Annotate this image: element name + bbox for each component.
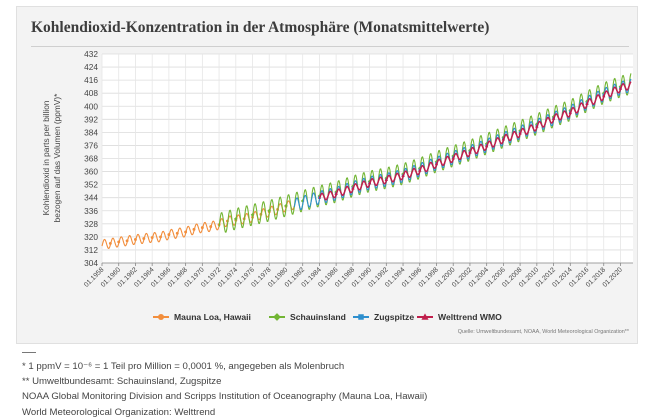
legend-label: Schauinsland (290, 312, 346, 322)
data-point (134, 238, 137, 241)
y-tick-label-336: 336 (84, 206, 98, 216)
y-axis-label-line-2: bezogen auf das Volumen (ppmV)* (52, 93, 62, 222)
data-point (117, 241, 120, 244)
legend-item: Schauinsland (269, 312, 346, 322)
data-point (159, 235, 162, 238)
y-tick-label-344: 344 (84, 193, 98, 203)
diamond-icon (273, 313, 281, 321)
data-point (209, 225, 212, 228)
y-tick-label-376: 376 (84, 140, 98, 150)
footnotes: * 1 ppmV = 10⁻⁶ = 1 Teil pro Million = 0… (22, 352, 632, 420)
footnote-ppmv: * 1 ppmV = 10⁻⁶ = 1 Teil pro Million = 0… (22, 359, 632, 374)
legend-label: Welttrend WMO (438, 312, 502, 322)
data-point (109, 242, 112, 245)
circle-icon (158, 314, 164, 320)
data-point (142, 237, 145, 240)
y-tick-label-424: 424 (84, 62, 98, 72)
y-axis-ticks: 304 312 320 328 336 344 352 360 368 376 384 392 400 4… (84, 49, 98, 268)
legend-label: Mauna Loa, Hawaii (174, 312, 251, 322)
data-point (193, 228, 196, 231)
y-axis-label-line-1: Kohlendioxid in parts per billion (41, 100, 51, 215)
y-tick-label-360: 360 (84, 167, 98, 177)
data-point (176, 232, 179, 235)
y-tick-label-368: 368 (84, 154, 98, 164)
legend-label: Zugspitze (374, 312, 414, 322)
footnote-noaa: NOAA Global Monitoring Division and Scri… (22, 389, 632, 404)
y-tick-label-432: 432 (84, 49, 98, 59)
square-icon (358, 314, 364, 320)
footnote-separator (22, 352, 36, 353)
co2-line-chart: 304 312 320 328 336 344 352 360 368 376 384 392 400 4… (17, 7, 637, 343)
data-point (184, 231, 187, 234)
data-point (151, 236, 154, 239)
y-tick-label-352: 352 (84, 180, 98, 190)
legend-item: Mauna Loa, Hawaii (153, 312, 251, 322)
y-tick-label-384: 384 (84, 127, 98, 137)
legend-item: Welttrend WMO (417, 312, 502, 322)
data-point (167, 233, 170, 236)
y-tick-label-320: 320 (84, 232, 98, 242)
legend-item: Zugspitze (353, 312, 414, 322)
data-point (126, 239, 129, 242)
y-tick-label-312: 312 (84, 245, 98, 255)
footnote-uba: ** Umweltbundesamt: Schauinsland, Zugspi… (22, 374, 632, 389)
y-tick-label-400: 400 (84, 101, 98, 111)
source-note: Quelle: Umweltbundesamt, NOAA, World Met… (458, 329, 630, 335)
legend: Mauna Loa, Hawaii Schauinsland Zugspitze We… (153, 312, 502, 322)
y-tick-label-392: 392 (84, 114, 98, 124)
y-tick-label-328: 328 (84, 219, 98, 229)
chart-card: Kohlendioxid-Konzentration in der Atmosp… (16, 6, 638, 344)
y-tick-label-304: 304 (84, 258, 98, 268)
y-tick-label-408: 408 (84, 88, 98, 98)
x-axis-ticks: 01.195801.196001.196201.196401.196601.19… (83, 263, 633, 289)
y-tick-label-416: 416 (84, 75, 98, 85)
footnote-wmo: World Meteorological Organization: Weltt… (22, 405, 632, 420)
data-point (201, 226, 204, 229)
